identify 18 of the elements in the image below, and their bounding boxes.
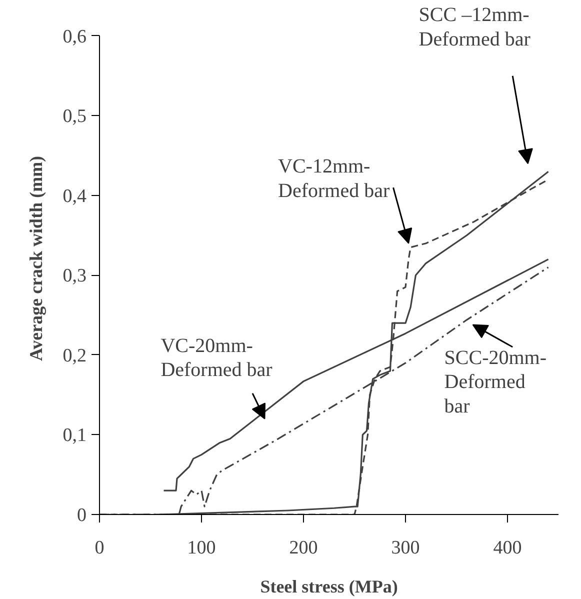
series-label: SCC-20mm- Deformed bar [444,347,547,418]
x-tick-label: 200 [289,538,318,558]
x-tick-label: 0 [94,538,104,558]
y-tick-label: 0,1 [62,425,86,446]
y-tick-label: 0,6 [62,26,86,48]
y-tick-label: 0,5 [62,106,86,128]
x-tick-label: 100 [187,538,216,558]
y-tick-label: 0,3 [62,266,86,287]
y-tick-label: 0,4 [62,186,87,207]
x-tick-label: 400 [493,538,522,558]
y-tick-label: 0 [77,505,86,526]
x-axis-title: Steel stress (MPa) [260,576,398,596]
y-tick-label: 0,2 [62,346,86,366]
text: VC-12mm- Deformed bar [278,156,390,202]
series-label: VC-20mm- Deformed bar [160,335,273,382]
y-axis-title: Average crack width (mm) [26,156,46,362]
x-tick-label: 300 [391,538,420,558]
text: SCC –12mm- Deformed bar [418,4,531,50]
